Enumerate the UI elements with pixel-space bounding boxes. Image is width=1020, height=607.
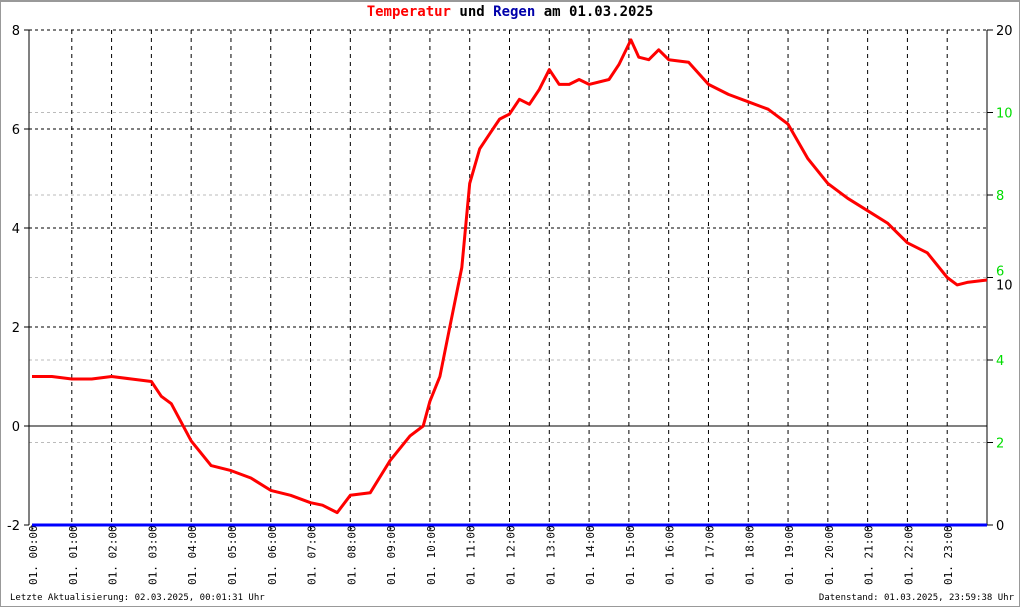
x-tick-label: 01. 13:00 [544,525,557,585]
title-temperature: Temperatur [366,4,451,20]
x-tick-label: 01. 14:00 [584,525,597,585]
x-tick-label: 01. 22:00 [902,525,915,585]
x-tick-label: 01. 19:00 [783,525,796,585]
right-tick-label: 0 [996,519,1004,534]
x-tick-label: 01. 00:00 [27,525,40,585]
x-tick-label: 01. 04:00 [186,525,199,585]
left-tick-label: -2 [7,519,20,534]
left-tick-label: 8 [12,24,20,39]
left-tick-label: 4 [12,222,20,237]
x-tick-label: 01. 15:00 [624,525,637,585]
right-secondary-tick-label: 4 [996,354,1004,369]
chart-title: Temperatur und Regen am 01.03.2025 [0,4,1020,20]
temperature-line [32,38,988,515]
left-tick-label: 6 [12,123,20,138]
title-rain: Regen [493,4,536,20]
left-tick-label: 2 [12,321,20,336]
data-status-text: Datenstand: 01.03.2025, 23:59:38 Uhr [818,593,1014,603]
x-tick-label: 01. 21:00 [863,525,876,585]
left-tick-label: 0 [12,420,20,435]
last-update-text: Letzte Aktualisierung: 02.03.2025, 00:01… [10,593,265,603]
x-tick-label: 01. 20:00 [823,525,836,585]
x-tick-label: 01. 17:00 [703,525,716,585]
x-tick-label: 01. 02:00 [107,525,120,585]
x-tick-label: 01. 01:00 [67,525,80,585]
x-tick-label: 01. 18:00 [743,525,756,585]
x-tick-label: 01. 16:00 [664,525,677,585]
x-tick-label: 01. 10:00 [425,525,438,585]
title-date: am 01.03.2025 [535,4,654,20]
x-tick-label: 01. 03:00 [146,525,159,585]
x-tick-label: 01. 05:00 [226,525,239,585]
right-secondary-tick-label: 8 [996,189,1004,204]
x-tick-label: 01. 23:00 [942,525,955,585]
right-tick-label: 10 [996,279,1013,294]
x-tick-label: 01. 09:00 [385,525,398,585]
right-tick-label: 20 [996,24,1013,39]
x-tick-label: 01. 07:00 [306,525,319,585]
x-tick-label: 01. 08:00 [345,525,358,585]
x-tick-label: 01. 12:00 [505,525,518,585]
right-secondary-tick-label: 2 [996,437,1004,452]
title-and: und [450,4,494,20]
right-secondary-tick-label: 6 [996,265,1004,280]
x-tick-label: 01. 11:00 [465,525,478,585]
right-secondary-tick-label: 10 [996,107,1013,122]
x-tick-label: 01. 06:00 [266,525,279,585]
